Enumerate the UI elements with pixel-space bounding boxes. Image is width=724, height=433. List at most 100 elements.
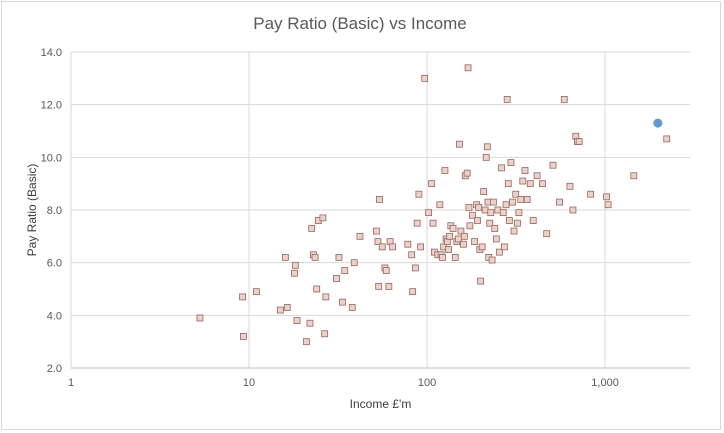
data-point <box>515 209 523 217</box>
data-point <box>196 314 204 322</box>
data-point <box>411 264 419 272</box>
x-tick-label: 1,000 <box>591 377 619 389</box>
data-point <box>446 232 454 240</box>
axes <box>70 52 690 369</box>
data-point <box>465 203 473 211</box>
data-point <box>252 288 260 296</box>
data-point <box>319 214 327 222</box>
data-point <box>488 256 496 264</box>
data-point <box>521 167 529 174</box>
data-point <box>575 138 583 145</box>
data-point <box>429 219 437 227</box>
data-point <box>375 282 383 290</box>
data-point <box>477 277 485 285</box>
data-point <box>335 253 343 261</box>
data-point <box>441 167 449 174</box>
data-point <box>451 253 459 261</box>
data-point <box>413 219 421 227</box>
data-point <box>505 217 513 224</box>
data-point <box>519 177 527 185</box>
data-point <box>409 288 417 296</box>
data-point <box>321 330 329 338</box>
data-point <box>566 182 574 190</box>
data-point <box>291 261 299 269</box>
data-point <box>439 253 446 261</box>
data-point <box>603 193 610 201</box>
data-point <box>356 232 364 240</box>
data-point <box>460 232 468 240</box>
data-point <box>569 206 577 214</box>
data-points <box>196 64 671 346</box>
x-axis-label: Income £'m <box>350 397 412 411</box>
data-point <box>539 180 546 188</box>
data-point <box>474 217 481 224</box>
data-point <box>436 201 444 209</box>
data-point <box>463 169 471 177</box>
data-point <box>604 201 612 209</box>
data-point <box>428 180 435 188</box>
data-point <box>499 209 507 217</box>
data-point <box>389 243 396 251</box>
y-tick-label: 10.0 <box>41 152 62 164</box>
data-point <box>492 235 500 243</box>
y-tick-label: 6.0 <box>47 258 62 270</box>
data-point <box>350 259 358 267</box>
data-point <box>322 293 330 301</box>
x-tick-label: 100 <box>418 377 436 389</box>
data-point <box>507 159 515 167</box>
data-point <box>373 227 380 235</box>
x-tick-label: 1 <box>68 377 74 389</box>
data-point <box>630 172 638 180</box>
data-point <box>486 219 494 227</box>
data-point <box>456 140 463 148</box>
data-point <box>483 143 491 151</box>
data-point <box>469 211 476 219</box>
data-point <box>425 209 432 217</box>
data-point <box>464 64 472 72</box>
y-tick-label: 14.0 <box>41 47 62 59</box>
y-tick-label: 8.0 <box>47 205 62 217</box>
data-point <box>283 304 291 311</box>
data-point <box>404 240 412 248</box>
data-point <box>339 298 346 306</box>
data-point <box>529 217 537 224</box>
grid-lines <box>71 51 690 368</box>
data-point <box>526 180 534 188</box>
data-point <box>466 222 474 230</box>
data-point <box>306 319 314 327</box>
data-point <box>376 196 383 203</box>
data-point <box>517 196 525 203</box>
data-point <box>415 190 423 198</box>
data-point <box>239 293 246 301</box>
data-point <box>308 225 316 232</box>
data-point <box>533 172 541 180</box>
data-point <box>514 219 521 227</box>
data-point <box>523 196 531 203</box>
y-tick-label: 2.0 <box>47 363 62 375</box>
data-point <box>341 267 349 274</box>
data-point <box>421 74 429 82</box>
y-axis-label: Pay Ratio (Basic) <box>25 164 39 257</box>
highlight-point <box>653 118 663 128</box>
data-point <box>496 248 503 256</box>
data-point <box>503 96 511 103</box>
data-point <box>504 180 512 188</box>
data-point <box>482 153 490 161</box>
chart-title: Pay Ratio (Basic) vs Income <box>253 14 467 33</box>
data-point <box>457 227 465 235</box>
data-point <box>445 246 452 253</box>
data-point <box>481 206 489 214</box>
data-point <box>509 198 516 206</box>
data-point <box>480 188 488 195</box>
data-point <box>502 201 510 209</box>
data-point <box>501 243 508 251</box>
data-point <box>663 135 671 143</box>
y-tick-label: 4.0 <box>47 310 62 322</box>
data-point <box>510 227 518 235</box>
data-point <box>549 161 557 169</box>
data-point <box>293 317 301 325</box>
data-point <box>311 253 319 261</box>
data-point <box>556 198 563 206</box>
